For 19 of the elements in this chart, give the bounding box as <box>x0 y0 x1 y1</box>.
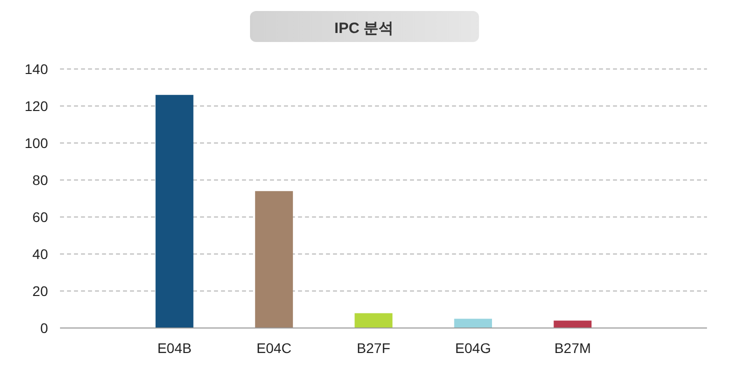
y-tick-label: 100 <box>24 135 48 151</box>
x-tick-label: B27F <box>356 340 390 356</box>
bar <box>255 191 293 328</box>
y-tick-label: 20 <box>32 283 48 299</box>
bar <box>156 94 194 328</box>
y-tick-label: 0 <box>40 320 48 336</box>
x-tick-label: E04C <box>256 340 292 356</box>
y-tick-label: 40 <box>32 246 48 262</box>
y-tick-label: 120 <box>24 98 48 114</box>
x-tick-label: B27M <box>554 340 591 356</box>
y-tick-label: 80 <box>32 172 48 188</box>
bar <box>454 318 492 328</box>
x-tick-label: E04G <box>455 340 491 356</box>
bar <box>554 320 592 328</box>
x-tick-label: E04B <box>157 340 192 356</box>
y-tick-label: 140 <box>24 61 48 77</box>
bar <box>354 313 392 328</box>
chart-title: IPC 분석 <box>334 20 394 37</box>
y-tick-label: 60 <box>32 209 48 225</box>
